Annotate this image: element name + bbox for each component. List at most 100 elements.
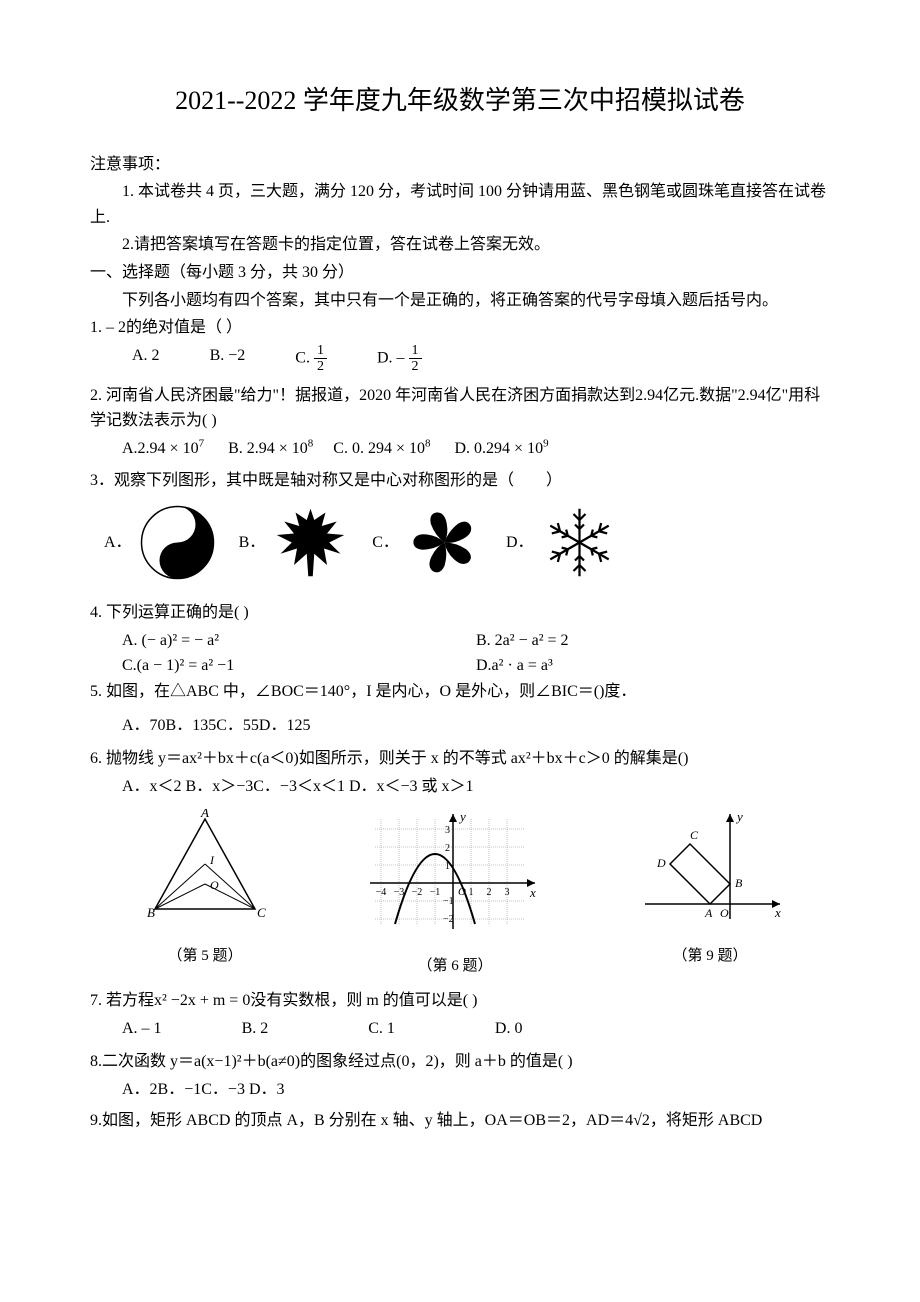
q7-opt-d: D. 0 bbox=[495, 1016, 523, 1042]
triangle-diagram: A B C I O bbox=[135, 809, 275, 929]
q4-opt-a: A. (− a)² = − a² bbox=[122, 628, 476, 654]
denominator: 2 bbox=[314, 359, 327, 374]
svg-text:3: 3 bbox=[445, 825, 450, 836]
q2-opt-d: D. 0.294 × 109 bbox=[454, 440, 548, 457]
q2-a-exp: 7 bbox=[199, 438, 205, 450]
question-5-options: A．70B．135C．55D．125 bbox=[122, 713, 830, 739]
denominator: 2 bbox=[409, 359, 422, 374]
q2-opt-a: A.2.94 × 107 bbox=[122, 440, 204, 457]
rectangle-diagram: A B C D O x y bbox=[635, 809, 785, 929]
svg-text:−4: −4 bbox=[376, 887, 387, 898]
q2-a-base: A.2.94 × 10 bbox=[122, 440, 199, 457]
q2-c-base: C. 0. 294 × 10 bbox=[333, 440, 425, 457]
q4-opt-c: C.(a − 1)² = a² −1 bbox=[122, 653, 476, 679]
parabola-diagram: −4 −3 −2 −1 O 1 2 3 −2 −1 1 2 3 x y bbox=[365, 809, 545, 939]
svg-text:x: x bbox=[774, 905, 781, 920]
q1-d-prefix: D. – bbox=[377, 349, 409, 366]
svg-text:O: O bbox=[210, 878, 219, 892]
q7-opt-c: C. 1 bbox=[368, 1016, 395, 1042]
question-3: 3．观察下列图形，其中既是轴对称又是中心对称图形的是（ ） bbox=[90, 468, 830, 494]
figure-9: A B C D O x y （第 9 题） bbox=[635, 809, 785, 978]
question-1: 1. – 2的绝对值是（ ） bbox=[90, 315, 830, 341]
q1-opt-b: B. −2 bbox=[210, 343, 246, 375]
svg-text:B: B bbox=[735, 876, 743, 890]
exam-title: 2021--2022 学年度九年级数学第三次中招模拟试卷 bbox=[90, 80, 830, 122]
question-8-options: A．2B．−1C．−3 D．3 bbox=[122, 1077, 830, 1103]
figure-5-caption: （第 5 题） bbox=[135, 944, 275, 968]
question-6: 6. 抛物线 y＝ax²＋bx＋c(a＜0)如图所示，则关于 x 的不等式 ax… bbox=[90, 746, 830, 772]
section-1-instruction: 下列各小题均有四个答案，其中只有一个是正确的，将正确答案的代号字母填入题后括号内… bbox=[90, 288, 830, 314]
numerator: 1 bbox=[409, 343, 422, 359]
question-2-options: A.2.94 × 107 B. 2.94 × 108 C. 0. 294 × 1… bbox=[122, 436, 830, 462]
notice-header: 注意事项： bbox=[90, 152, 830, 178]
svg-text:−2: −2 bbox=[443, 914, 454, 925]
notice-item-1: 1. 本试卷共 4 页，三大题，满分 120 分，考试时间 100 分钟请用蓝、… bbox=[90, 179, 830, 230]
svg-text:−2: −2 bbox=[412, 887, 423, 898]
question-5: 5. 如图，在△ABC 中，∠BOC＝140°，I 是内心，O 是外心，则∠BI… bbox=[90, 679, 830, 705]
question-1-options: A. 2 B. −2 C. 12 D. – 12 bbox=[122, 343, 830, 375]
svg-text:I: I bbox=[209, 853, 215, 867]
notice-item-2: 2.请把答案填写在答题卡的指定位置，答在试卷上答案无效。 bbox=[90, 232, 830, 258]
question-4-options: A. (− a)² = − a² C.(a − 1)² = a² −1 B. 2… bbox=[122, 628, 830, 679]
svg-text:1: 1 bbox=[469, 887, 474, 898]
q2-b-exp: 8 bbox=[308, 438, 314, 450]
svg-text:B: B bbox=[147, 905, 155, 920]
fraction: 12 bbox=[409, 343, 422, 375]
yinyang-icon bbox=[140, 505, 215, 580]
question-9: 9.如图，矩形 ABCD 的顶点 A，B 分别在 x 轴、y 轴上，OA＝OB＝… bbox=[90, 1108, 830, 1134]
q1-c-prefix: C. bbox=[295, 349, 314, 366]
svg-text:O: O bbox=[720, 906, 729, 920]
q7-opt-a: A. – 1 bbox=[122, 1016, 162, 1042]
svg-text:−1: −1 bbox=[443, 896, 454, 907]
svg-text:−3: −3 bbox=[394, 887, 405, 898]
q2-d-base: D. 0.294 × 10 bbox=[454, 440, 543, 457]
q1-opt-d: D. – 12 bbox=[377, 343, 422, 375]
svg-text:C: C bbox=[257, 905, 266, 920]
svg-text:O: O bbox=[458, 886, 466, 898]
svg-text:y: y bbox=[735, 809, 743, 824]
q3-label-b: B． bbox=[239, 530, 266, 556]
figure-6-caption: （第 6 题） bbox=[365, 954, 545, 978]
svg-text:A: A bbox=[704, 906, 713, 920]
question-3-images: A． B． C． D． bbox=[90, 505, 830, 580]
maple-leaf-icon bbox=[273, 505, 348, 580]
svg-text:3: 3 bbox=[505, 887, 510, 898]
bauhinia-icon bbox=[407, 505, 482, 580]
q2-c-exp: 8 bbox=[425, 438, 431, 450]
svg-text:y: y bbox=[458, 809, 466, 824]
svg-text:A: A bbox=[200, 809, 209, 820]
q2-opt-b: B. 2.94 × 108 bbox=[228, 440, 313, 457]
q4-opt-b: B. 2a² − a² = 2 bbox=[476, 628, 830, 654]
figure-5: A B C I O （第 5 题） bbox=[135, 809, 275, 978]
q1-opt-a: A. 2 bbox=[132, 343, 160, 375]
figure-6: −4 −3 −2 −1 O 1 2 3 −2 −1 1 2 3 x y （第 6… bbox=[365, 809, 545, 978]
figure-9-caption: （第 9 题） bbox=[635, 944, 785, 968]
question-7: 7. 若方程x² −2x + m = 0没有实数根，则 m 的值可以是( ) bbox=[90, 988, 830, 1014]
snowflake-icon bbox=[542, 505, 617, 580]
svg-text:1: 1 bbox=[445, 861, 450, 872]
numerator: 1 bbox=[314, 343, 327, 359]
q3-label-c: C． bbox=[372, 530, 399, 556]
svg-text:2: 2 bbox=[487, 887, 492, 898]
q3-label-d: D． bbox=[506, 530, 534, 556]
svg-text:D: D bbox=[656, 856, 666, 870]
question-7-options: A. – 1 B. 2 C. 1 D. 0 bbox=[122, 1016, 830, 1042]
q7-opt-b: B. 2 bbox=[242, 1016, 269, 1042]
q3-label-a: A． bbox=[104, 530, 132, 556]
question-2: 2. 河南省人民济困最"给力"！据报道，2020 年河南省人民在济困方面捐款达到… bbox=[90, 383, 830, 434]
q2-opt-c: C. 0. 294 × 108 bbox=[333, 440, 430, 457]
question-4: 4. 下列运算正确的是( ) bbox=[90, 600, 830, 626]
q2-b-base: B. 2.94 × 10 bbox=[228, 440, 308, 457]
svg-text:2: 2 bbox=[445, 843, 450, 854]
svg-text:−1: −1 bbox=[430, 887, 441, 898]
question-6-options: A．x＜2 B．x＞−3C．−3＜x＜1 D．x＜−3 或 x＞1 bbox=[122, 774, 830, 800]
svg-text:C: C bbox=[690, 828, 699, 842]
section-1-header: 一、选择题（每小题 3 分，共 30 分） bbox=[90, 260, 830, 286]
q1-opt-c: C. 12 bbox=[295, 343, 327, 375]
diagram-row: A B C I O （第 5 题） bbox=[90, 809, 830, 978]
q2-d-exp: 9 bbox=[543, 438, 549, 450]
fraction: 12 bbox=[314, 343, 327, 375]
svg-text:x: x bbox=[529, 885, 536, 900]
q4-opt-d: D.a² · a = a³ bbox=[476, 653, 830, 679]
question-8: 8.二次函数 y＝a(x−1)²＋b(a≠0)的图象经过点(0，2)，则 a＋b… bbox=[90, 1049, 830, 1075]
